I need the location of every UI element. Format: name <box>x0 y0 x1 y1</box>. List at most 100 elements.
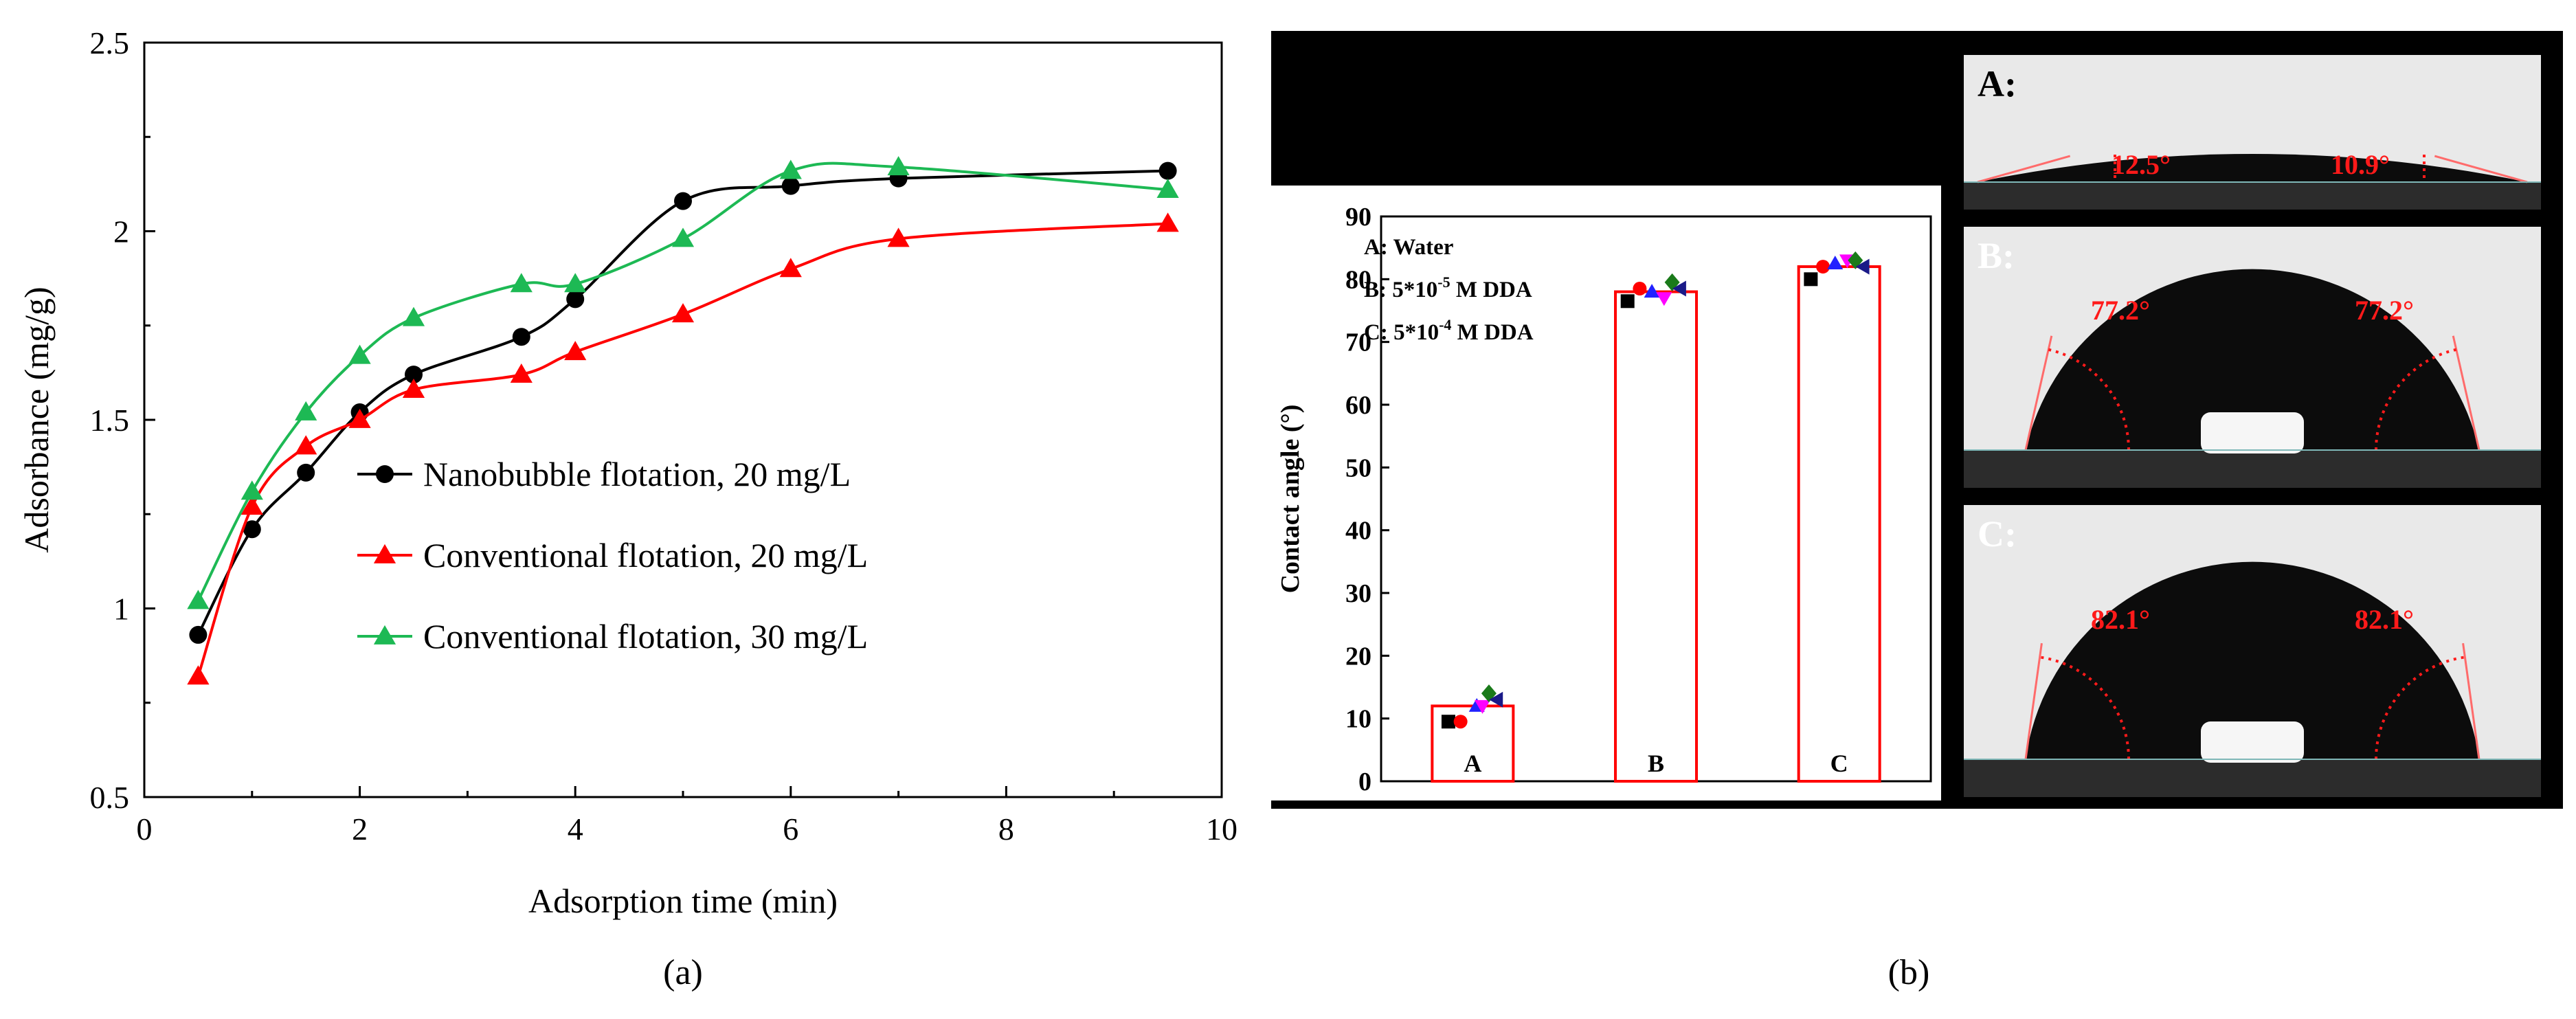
tangent-line-left <box>2024 642 2043 760</box>
legend-entry-b: B: 5*10-5 M DDA <box>1364 273 1532 302</box>
bars-layer: A B C <box>1431 265 1881 783</box>
legend-entry: Conventional flotation, 20 mg/L <box>357 536 868 574</box>
legend-c-prefix: C: 5*10 <box>1364 320 1439 345</box>
substrate <box>1964 450 2541 488</box>
data-point <box>779 159 802 179</box>
legend-entry-c: C: 5*10-4 M DDA <box>1364 316 1534 345</box>
panel-a-caption: (a) <box>663 953 703 992</box>
legend-b-prefix: B: 5*10 <box>1364 278 1437 302</box>
bar-y-tick-label: 90 <box>1345 203 1371 232</box>
legend-marker <box>376 465 394 483</box>
right-angle-value: 82.1° <box>2355 604 2414 635</box>
droplet-label: B: <box>1978 235 2015 276</box>
legend-label: Conventional flotation, 20 mg/L <box>423 536 868 574</box>
data-point <box>1156 179 1179 199</box>
bar-B <box>1614 290 1698 783</box>
substrate <box>1964 759 2541 797</box>
data-point <box>564 341 587 361</box>
data-point <box>295 401 317 421</box>
series-line <box>197 222 1168 677</box>
legend-b-suffix: M DDA <box>1451 278 1532 302</box>
data-point <box>405 366 423 384</box>
y-tick-label: 2 <box>113 214 129 249</box>
data-point <box>402 378 425 398</box>
data-point <box>779 258 802 278</box>
panel-b-caption: (b) <box>1888 953 1930 992</box>
substrate <box>1964 182 2541 210</box>
legend-marker <box>373 625 396 645</box>
tangent-line-right <box>2434 155 2528 183</box>
bar-y-tick-label: 30 <box>1345 579 1371 608</box>
data-point <box>564 273 587 293</box>
scatter-point <box>1441 715 1455 729</box>
bar-y-axis-ticks: 0 10 20 30 40 50 60 70 80 90 <box>1345 203 1389 796</box>
left-angle-value: 12.5° <box>2112 149 2171 180</box>
scatter-point <box>1644 284 1660 298</box>
data-point <box>187 590 210 609</box>
panel-b-bar-chart: 0 10 20 30 40 50 60 70 80 90 A B C Contact angle (°… <box>1271 186 1941 800</box>
reflection-highlight <box>2201 721 2304 763</box>
scatter-point <box>1620 294 1635 309</box>
droplet <box>2026 561 2479 759</box>
bar-category-label: C <box>1830 750 1848 777</box>
droplet-panel-2: B: 77.2° 77.2° <box>1964 227 2541 488</box>
series-layer <box>187 156 1179 685</box>
legend-label: Nanobubble flotation, 20 mg/L <box>423 455 851 493</box>
bar-category-label: B <box>1648 750 1664 777</box>
angle-arc-right <box>2375 348 2457 451</box>
y-tick-label: 2.5 <box>90 25 130 60</box>
data-point <box>240 480 263 500</box>
bar-y-tick-label: 60 <box>1345 391 1371 420</box>
y-tick-label: 1 <box>113 592 129 627</box>
data-point <box>512 328 530 346</box>
y-tick-label: 0.5 <box>90 780 130 815</box>
legend-entry-a: A: Water <box>1364 235 1453 260</box>
data-point <box>781 177 800 195</box>
scatter-point <box>1816 260 1830 274</box>
legend-b-exponent: -5 <box>1437 273 1450 291</box>
left-angle-value: 77.2° <box>2091 295 2150 326</box>
droplet-label: C: <box>1978 513 2017 555</box>
series-1 <box>189 161 1177 644</box>
panel-a-line-chart: 0 2 4 6 8 10 0.5 1 1.5 2 2.5 Adsorption time (min… <box>17 25 1237 992</box>
bar-y-tick-label: 10 <box>1345 705 1371 734</box>
reflection-highlight <box>2201 412 2304 453</box>
scatter-point <box>1453 715 1468 729</box>
legend-entry: Conventional flotation, 30 mg/L <box>357 617 868 656</box>
right-angle-value: 10.9° <box>2331 149 2390 180</box>
droplet-panel-1: A: 12.5° 10.9° <box>1964 55 2541 210</box>
data-point <box>671 303 695 323</box>
x-axis-ticks: 0 2 4 6 8 10 <box>137 786 1237 847</box>
data-point <box>887 156 910 176</box>
bar-legend: A: Water B: 5*10-5 M DDA C: 5*10-4 M DDA <box>1364 235 1534 345</box>
bar-C <box>1797 265 1881 783</box>
scatter-point <box>1827 256 1844 269</box>
data-point <box>887 227 910 247</box>
x-tick-label: 10 <box>1206 811 1237 847</box>
bar-y-tick-label: 40 <box>1345 517 1371 546</box>
scatter-points-layer <box>1441 251 1870 729</box>
data-point <box>402 306 425 326</box>
data-point <box>348 408 371 428</box>
legend-label: Conventional flotation, 30 mg/L <box>423 617 868 656</box>
droplet-images: A: 12.5° 10.9° B: 77.2° 77.2° C: 82.1° 82.1° <box>1964 55 2541 797</box>
scatter-point <box>1672 280 1686 297</box>
x-tick-label: 2 <box>352 811 368 847</box>
data-point <box>297 463 315 482</box>
data-point <box>295 435 317 455</box>
bar-category-label: A <box>1464 750 1481 777</box>
left-angle-value: 82.1° <box>2091 604 2150 635</box>
tangent-line-right <box>2452 335 2480 451</box>
x-tick-label: 6 <box>783 811 798 847</box>
data-point <box>189 625 208 644</box>
data-point <box>240 495 263 515</box>
scatter-point <box>1474 699 1490 714</box>
droplet-label: A: <box>1978 63 2017 104</box>
bar-y-tick-label: 0 <box>1358 768 1371 796</box>
tangent-line-right <box>2462 642 2480 760</box>
bar-y-tick-label: 80 <box>1345 265 1371 294</box>
legend-c-exponent: -4 <box>1439 316 1451 333</box>
data-point <box>674 192 692 210</box>
scatter-point <box>1804 272 1818 287</box>
legend-c-suffix: M DDA <box>1451 320 1533 345</box>
